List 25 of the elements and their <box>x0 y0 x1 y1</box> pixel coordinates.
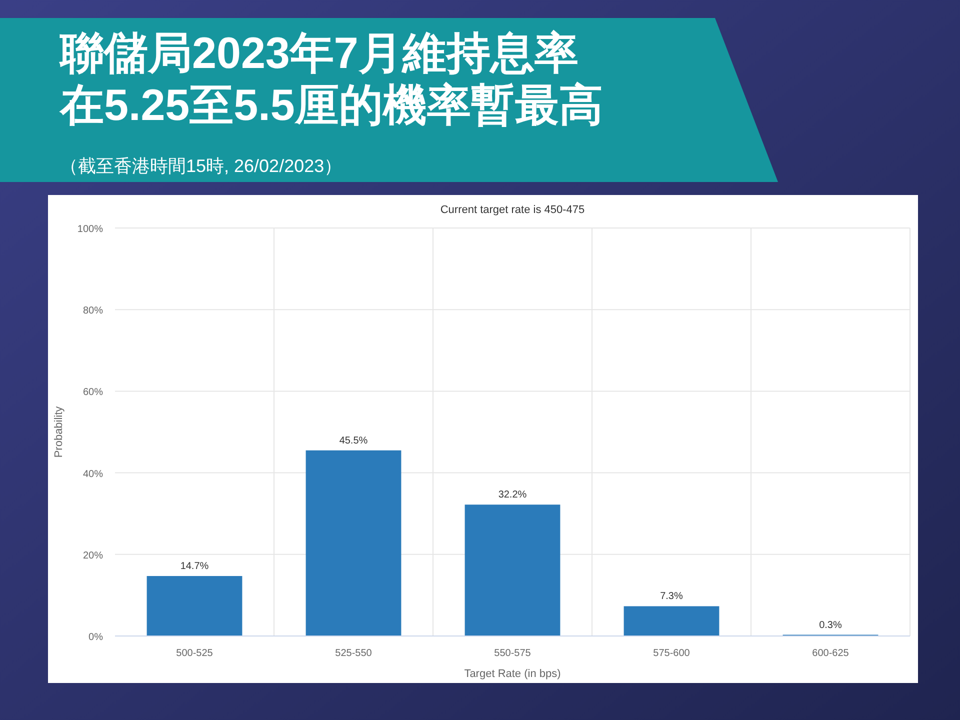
y-axis-title: Probability <box>53 406 65 458</box>
text: Current target rate is 450-475 <box>440 204 585 216</box>
data-label: 14.7% <box>180 561 209 572</box>
chart-subtitle: （截至香港時間15時, 26/02/2023） <box>60 156 342 176</box>
y-tick-label: 40% <box>82 468 104 480</box>
x-tick-label: 500-525 <box>176 648 214 659</box>
bar <box>624 606 720 636</box>
y-tick-label: 20% <box>82 550 104 562</box>
y-tick-label: 60% <box>82 387 104 398</box>
x-axis-title: Target Rate (in bps) <box>464 668 561 680</box>
x-tick-label: 525-550 <box>335 648 372 659</box>
x-tick-label: 600-625 <box>812 648 850 659</box>
x-tick-label: 550-575 <box>494 648 532 659</box>
bar <box>464 504 560 636</box>
chart-title: 聯儲局2023年7月維持息率在5.25至5.5厘的機率暫最高 <box>58 29 603 130</box>
data-label: 7.3% <box>660 591 684 602</box>
data-label: 32.2% <box>498 490 527 501</box>
data-label: 0.3% <box>819 620 842 631</box>
y-tick-label: 80% <box>82 306 104 317</box>
x-tick-label: 575-600 <box>653 648 690 659</box>
data-label: 45.5% <box>339 435 368 446</box>
bar <box>146 576 242 636</box>
y-tick-label: 0% <box>88 632 104 643</box>
bar <box>306 450 402 636</box>
y-tick-label: 100% <box>77 224 104 235</box>
